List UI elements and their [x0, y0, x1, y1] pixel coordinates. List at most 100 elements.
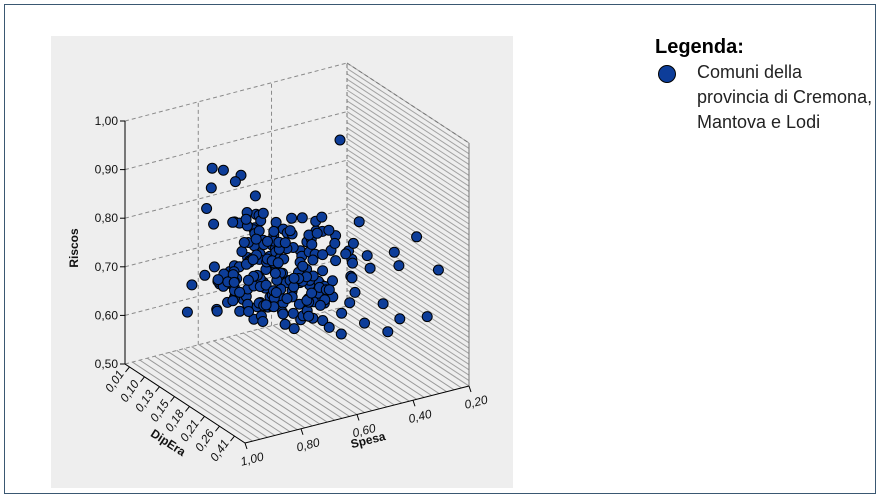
right-wall-gridline [346, 267, 470, 349]
right-wall-gridline [346, 94, 470, 176]
floor-gridline [161, 353, 283, 434]
x-tick-label: 0,20 [463, 392, 489, 411]
data-point [269, 267, 281, 279]
floor-gridline [154, 355, 276, 436]
right-wall-gridline [346, 197, 470, 279]
z-axis-tick [185, 406, 190, 412]
data-point [288, 323, 300, 335]
data-point [303, 310, 315, 322]
z-axis-tick [215, 425, 220, 432]
z-axis-tick [170, 396, 175, 402]
right-wall-gridline [346, 300, 470, 382]
right-wall-gridline [346, 170, 470, 252]
floor-gridline [132, 361, 253, 442]
z-axis-tick [230, 435, 235, 442]
data-point [340, 248, 352, 260]
data-point [250, 233, 262, 245]
legend-title: Legenda: [655, 36, 744, 58]
right-wall-gridline [346, 78, 470, 160]
right-wall-top-edge [346, 62, 470, 144]
data-point [211, 305, 223, 317]
data-point [217, 164, 229, 176]
back-wall-gridline [124, 208, 348, 268]
y-tick-label: 0,70 [95, 260, 119, 274]
right-wall-gridline [346, 116, 470, 198]
data-point [238, 237, 250, 248]
z-axis-tick [125, 366, 130, 373]
data-point [323, 321, 335, 333]
z-axis-tick [140, 376, 145, 383]
floor-gridline [280, 322, 403, 404]
right-wall-gridline [346, 186, 470, 268]
floor-gridline [206, 342, 328, 423]
x-axis-tick [300, 428, 304, 435]
x-tick-label: 0,80 [295, 435, 321, 454]
right-wall-gridline [346, 121, 470, 203]
right-wall-gridline [346, 294, 470, 376]
data-point [272, 257, 284, 269]
right-wall-gridline [346, 84, 470, 166]
right-wall-gridline [346, 262, 470, 344]
right-wall-gridline [346, 219, 470, 301]
data-point [346, 272, 358, 284]
data-point [411, 231, 423, 243]
x-tick-label: 0,60 [351, 421, 377, 440]
data-point [181, 306, 193, 318]
right-wall-gridline [346, 127, 470, 209]
floor-gridline [183, 348, 306, 429]
floor-gridline [169, 351, 291, 433]
right-wall-gridline [346, 165, 470, 247]
y-axis-title: Riscos [67, 228, 81, 268]
data-point [227, 216, 239, 228]
data-point [329, 237, 341, 249]
data-point [347, 237, 359, 249]
data-point [361, 250, 373, 262]
data-point [349, 286, 361, 298]
back-wall-gridline [124, 62, 348, 122]
data-point [334, 134, 346, 146]
y-tick-label: 1,00 [95, 114, 119, 128]
data-point [205, 182, 217, 194]
x-tick-label: 0,40 [407, 407, 433, 426]
data-point [311, 227, 323, 239]
y-tick-label: 0,60 [95, 308, 119, 322]
right-wall-gridline [346, 192, 470, 274]
data-point [199, 269, 211, 281]
floor-gridline [198, 344, 320, 425]
data-point [247, 254, 259, 266]
right-wall-gridline [346, 278, 470, 360]
data-point [335, 328, 347, 340]
data-point [388, 246, 400, 258]
right-wall-gridline [346, 202, 470, 284]
floor-gridline [176, 350, 298, 431]
data-point [364, 262, 376, 274]
data-point [307, 254, 319, 266]
data-point [344, 297, 356, 309]
floor-gridline [272, 324, 395, 406]
data-point [279, 318, 291, 330]
right-wall-gridline [346, 159, 470, 241]
data-point [234, 286, 246, 298]
right-wall-gridline [346, 273, 470, 355]
data-point [242, 274, 254, 286]
data-point [236, 246, 248, 257]
floor-gridline [220, 338, 343, 419]
floor-gridline [213, 340, 335, 421]
data-point [201, 203, 213, 214]
right-wall-gridline [346, 67, 470, 149]
data-point [323, 224, 335, 236]
right-wall-gridline [346, 213, 470, 295]
floor-gridline [191, 346, 313, 427]
z-axis-tick [155, 386, 160, 393]
y-tick-label: 0,80 [95, 211, 119, 225]
data-point [228, 276, 240, 288]
data-point [240, 213, 252, 225]
plot-area: 0,50 0,60 0,70 0,80 0,90 1,00 Riscos 0,01 0,10 0,… [51, 36, 513, 488]
z-axis-tick [200, 416, 205, 422]
chart-frame: 0,50 0,60 0,70 0,80 0,90 1,00 Riscos 0,01 0,10 0,… [4, 4, 876, 494]
data-point [270, 287, 282, 298]
legend-marker-circle-icon [658, 65, 676, 83]
right-wall-gridline [346, 289, 470, 371]
floor-gridline [265, 326, 388, 408]
data-point [286, 212, 298, 224]
